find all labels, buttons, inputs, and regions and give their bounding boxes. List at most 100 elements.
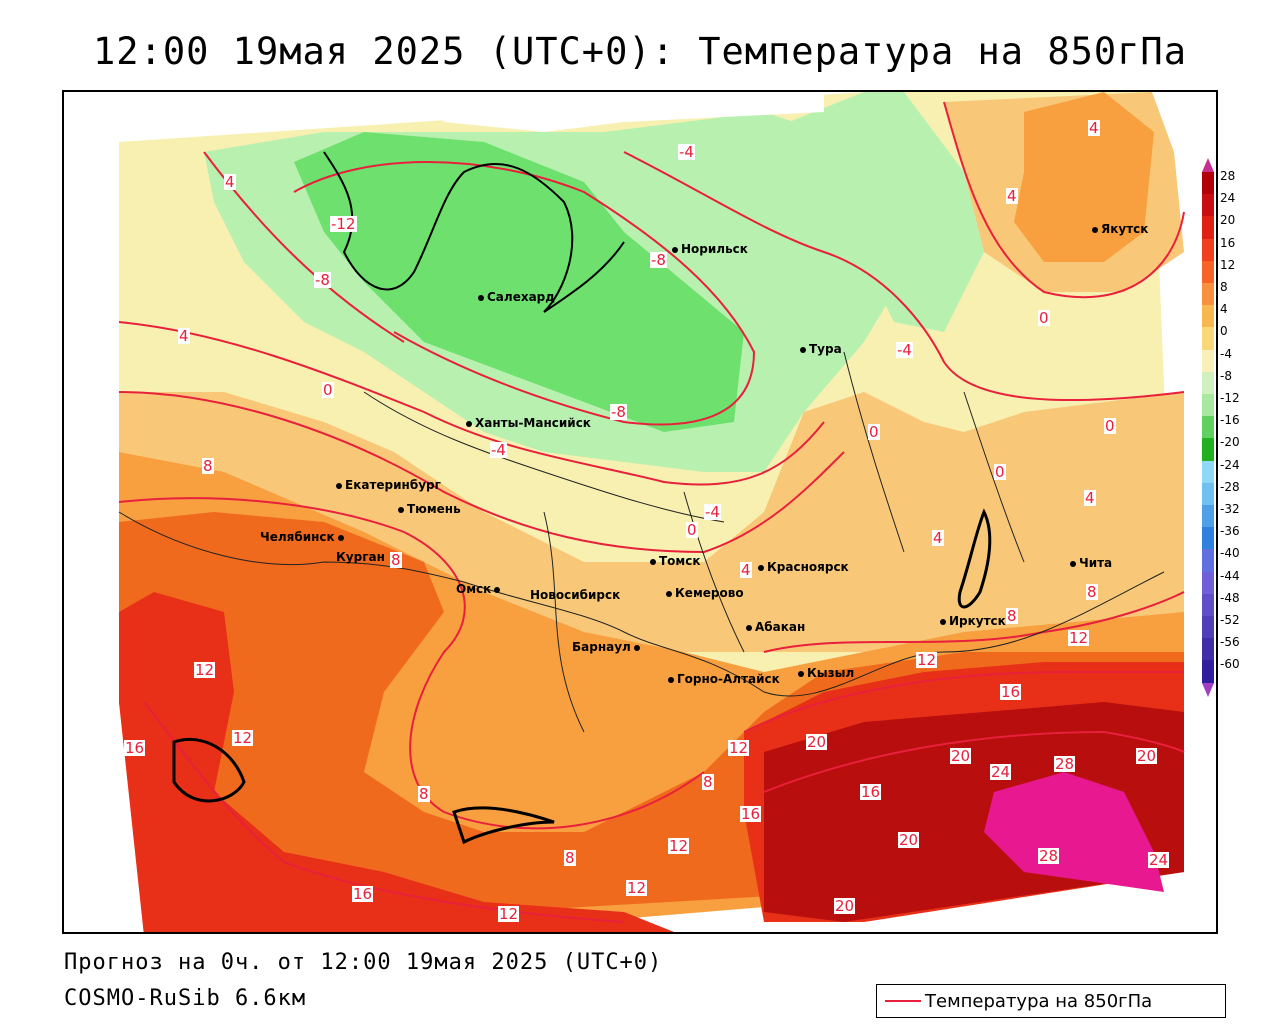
isotherm-label: 16 (124, 739, 146, 757)
isotherm-label: 12 (916, 651, 938, 669)
isotherm-label: 8 (418, 785, 430, 803)
colorbar-cell (1202, 371, 1214, 395)
isotherm-label: 0 (322, 381, 334, 399)
colorbar-bottom-arrow (1202, 682, 1214, 697)
isotherm-label: -12 (330, 215, 357, 233)
colorbar-tick-label: -48 (1220, 590, 1240, 605)
colorbar-cell (1202, 438, 1214, 462)
isotherm-label: 8 (564, 849, 576, 867)
city-dot-icon (668, 676, 674, 683)
colorbar-tick-label: 4 (1220, 302, 1228, 317)
isotherm-label: 4 (1006, 187, 1018, 205)
colorbar-tick-label: -24 (1220, 457, 1240, 472)
city-kurgan: Курган (336, 550, 385, 564)
magenta-zone (984, 772, 1164, 892)
page-title: 12:00 19мая 2025 (UTC+0): Температура на… (93, 30, 1187, 73)
temperature-map-svg (64, 92, 1216, 932)
colorbar-cell (1202, 571, 1214, 595)
isotherm-lines (118, 101, 1185, 923)
city-dot-icon (672, 246, 678, 253)
line-legend: Температура на 850гПа (876, 984, 1226, 1018)
colorbar-tick-label: 0 (1220, 324, 1228, 339)
city-dot-icon (478, 294, 484, 301)
isotherm-label: 4 (178, 327, 190, 345)
colorbar-cell (1202, 283, 1214, 306)
kara-sea (424, 92, 824, 132)
isotherm-label: 24 (1148, 851, 1170, 869)
colorbar-tick-label: -16 (1220, 413, 1240, 428)
city-dot-icon (800, 346, 806, 353)
city-kemerovo: Кемерово (666, 586, 744, 600)
colorbar-tick-label: -44 (1220, 568, 1240, 583)
isotherm-label: 4 (1084, 489, 1096, 507)
city-gorno-altaysk: Горно-Алтайск (668, 672, 780, 686)
light-orange-zone (119, 392, 1184, 712)
city-norilsk: Норильск (672, 242, 748, 256)
colorbar-tick-label: -36 (1220, 524, 1240, 539)
isotherm-label: 24 (990, 763, 1012, 781)
city-dot-icon (633, 644, 640, 651)
isotherm-label: 20 (1136, 747, 1158, 765)
colorbar-tick-label: 8 (1220, 280, 1228, 294)
isotherm-label: 16 (860, 783, 882, 801)
colorbar-cell (1202, 216, 1214, 240)
city-salekhard: Салехард (478, 290, 555, 304)
forecast-info: Прогноз на 0ч. от 12:00 19мая 2025 (UTC+… (64, 950, 663, 975)
colorbar-tick-label: -56 (1220, 635, 1240, 650)
isotherm-label: -8 (314, 271, 331, 289)
lake-balkhash (452, 806, 555, 845)
isotherm-label: 4 (932, 529, 944, 547)
isotherm-label: 28 (1038, 847, 1060, 865)
city-chelyabinsk: Челябинск (260, 530, 347, 544)
isotherm-label: 20 (806, 733, 828, 751)
colorbar-cell (1202, 593, 1214, 617)
isotherm-label: 12 (498, 905, 520, 923)
colorbar-tick-label: -12 (1220, 391, 1240, 405)
isotherm-label: -4 (704, 503, 721, 521)
colorbar-tick-label: -60 (1220, 657, 1240, 672)
lake-baikal (957, 508, 992, 609)
city-ekaterinburg: Екатеринбург (336, 478, 441, 492)
legend-line-swatch (885, 1000, 921, 1002)
city-dot-icon (758, 564, 764, 571)
isotherm-label: 4 (740, 561, 752, 579)
city-dot-icon (466, 420, 472, 427)
isotherm-label: 0 (868, 423, 880, 441)
colorbar-tick-label: 20 (1220, 213, 1236, 228)
isotherm-label: 8 (1086, 583, 1098, 601)
colorbar-cell (1202, 238, 1214, 262)
colorbar-cell (1202, 660, 1214, 684)
colorbar-cell (1202, 638, 1214, 662)
colorbar-tick-label: -32 (1220, 502, 1240, 516)
isotherm-label: 8 (202, 457, 214, 475)
colorbar-cell (1202, 549, 1214, 573)
colorbar-tick-label: -40 (1220, 546, 1240, 561)
isotherm-label: 0 (994, 463, 1006, 481)
isotherm-label: 12 (1068, 629, 1090, 647)
colorbar-tick-label: 24 (1220, 191, 1236, 206)
isotherm-label: 12 (194, 661, 216, 679)
city-dot-icon (746, 624, 752, 631)
border-lines (118, 351, 1165, 733)
city-abakan: Абакан (746, 620, 805, 634)
isotherm-label: 20 (898, 831, 920, 849)
city-dot-icon (798, 670, 804, 677)
colorbar-cell (1202, 327, 1214, 351)
isotherm-label: -8 (650, 251, 667, 269)
colorbar-cell (1202, 260, 1214, 284)
city-dot-icon (666, 590, 672, 597)
isotherm-label: 0 (1104, 417, 1116, 435)
isotherm-label: -8 (610, 403, 627, 421)
city-dot-icon (1070, 560, 1076, 567)
colorbar-cell (1202, 460, 1214, 484)
colorbar-cell (1202, 172, 1214, 195)
city-dot-icon (650, 558, 656, 565)
city-chita: Чита (1070, 556, 1112, 570)
colorbar-tick-label: 16 (1220, 235, 1236, 250)
ne-orange-core (1014, 92, 1154, 262)
colorbar-cell (1202, 482, 1214, 506)
colorbar-cell (1202, 416, 1214, 440)
isotherm-label: 16 (352, 885, 374, 903)
colorbar-cell (1202, 527, 1214, 551)
city-krasnoyarsk: Красноярск (758, 560, 849, 574)
